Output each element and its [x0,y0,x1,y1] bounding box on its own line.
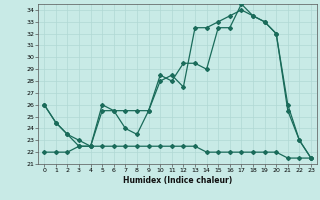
X-axis label: Humidex (Indice chaleur): Humidex (Indice chaleur) [123,176,232,185]
